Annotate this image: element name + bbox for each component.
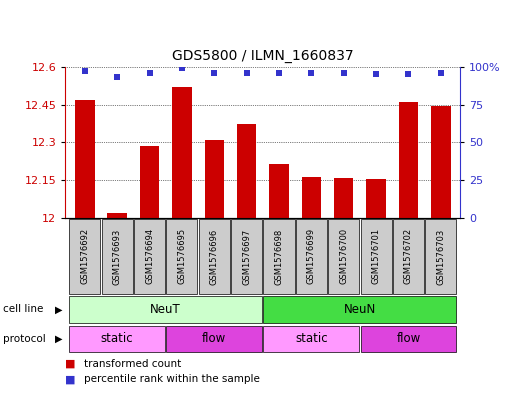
Text: static: static: [101, 332, 133, 345]
Title: GDS5800 / ILMN_1660837: GDS5800 / ILMN_1660837: [172, 49, 354, 63]
Point: [145, 70, 154, 76]
Text: GSM1576697: GSM1576697: [242, 228, 251, 285]
Text: GSM1576700: GSM1576700: [339, 228, 348, 285]
Point: [437, 70, 445, 76]
Text: transformed count: transformed count: [84, 358, 181, 369]
Text: GSM1576695: GSM1576695: [177, 228, 186, 285]
Bar: [166, 326, 262, 352]
Bar: [393, 219, 424, 294]
Point: [178, 65, 186, 72]
Bar: [360, 219, 392, 294]
Bar: [69, 326, 165, 352]
Bar: [334, 178, 354, 218]
Point: [275, 70, 283, 76]
Point: [210, 70, 219, 76]
Point: [339, 70, 348, 76]
Text: GSM1576696: GSM1576696: [210, 228, 219, 285]
Bar: [134, 219, 165, 294]
Text: GSM1576698: GSM1576698: [275, 228, 283, 285]
Bar: [107, 213, 127, 218]
Text: ■: ■: [65, 374, 79, 384]
Point: [81, 68, 89, 75]
Text: GSM1576694: GSM1576694: [145, 228, 154, 285]
Text: cell line: cell line: [3, 305, 43, 314]
Point: [372, 71, 380, 77]
Bar: [296, 219, 327, 294]
Bar: [367, 179, 386, 218]
Text: GSM1576702: GSM1576702: [404, 228, 413, 285]
Bar: [166, 219, 197, 294]
Bar: [264, 219, 294, 294]
Bar: [431, 106, 450, 218]
Bar: [231, 219, 262, 294]
Bar: [204, 140, 224, 218]
Text: ▶: ▶: [55, 334, 62, 344]
Point: [243, 70, 251, 76]
Text: GSM1576703: GSM1576703: [436, 228, 445, 285]
Text: ▶: ▶: [55, 305, 62, 314]
Text: static: static: [295, 332, 328, 345]
Bar: [101, 219, 133, 294]
Bar: [425, 219, 457, 294]
Bar: [140, 146, 159, 218]
Bar: [328, 219, 359, 294]
Bar: [199, 219, 230, 294]
Text: ■: ■: [65, 358, 79, 369]
Text: flow: flow: [396, 332, 420, 345]
Point: [307, 70, 315, 76]
Bar: [399, 102, 418, 218]
Text: GSM1576692: GSM1576692: [81, 228, 89, 285]
Text: GSM1576699: GSM1576699: [307, 228, 316, 285]
Text: NeuN: NeuN: [344, 303, 376, 316]
Text: flow: flow: [202, 332, 226, 345]
Text: NeuT: NeuT: [150, 303, 181, 316]
Bar: [264, 296, 457, 323]
Bar: [69, 296, 262, 323]
Bar: [172, 87, 191, 218]
Bar: [360, 326, 457, 352]
Bar: [237, 123, 256, 218]
Bar: [69, 219, 100, 294]
Bar: [264, 326, 359, 352]
Bar: [302, 176, 321, 218]
Text: percentile rank within the sample: percentile rank within the sample: [84, 374, 259, 384]
Point: [113, 74, 121, 81]
Bar: [75, 99, 95, 218]
Text: protocol: protocol: [3, 334, 46, 344]
Text: GSM1576693: GSM1576693: [112, 228, 122, 285]
Bar: [269, 164, 289, 218]
Point: [404, 71, 413, 77]
Text: GSM1576701: GSM1576701: [371, 228, 381, 285]
